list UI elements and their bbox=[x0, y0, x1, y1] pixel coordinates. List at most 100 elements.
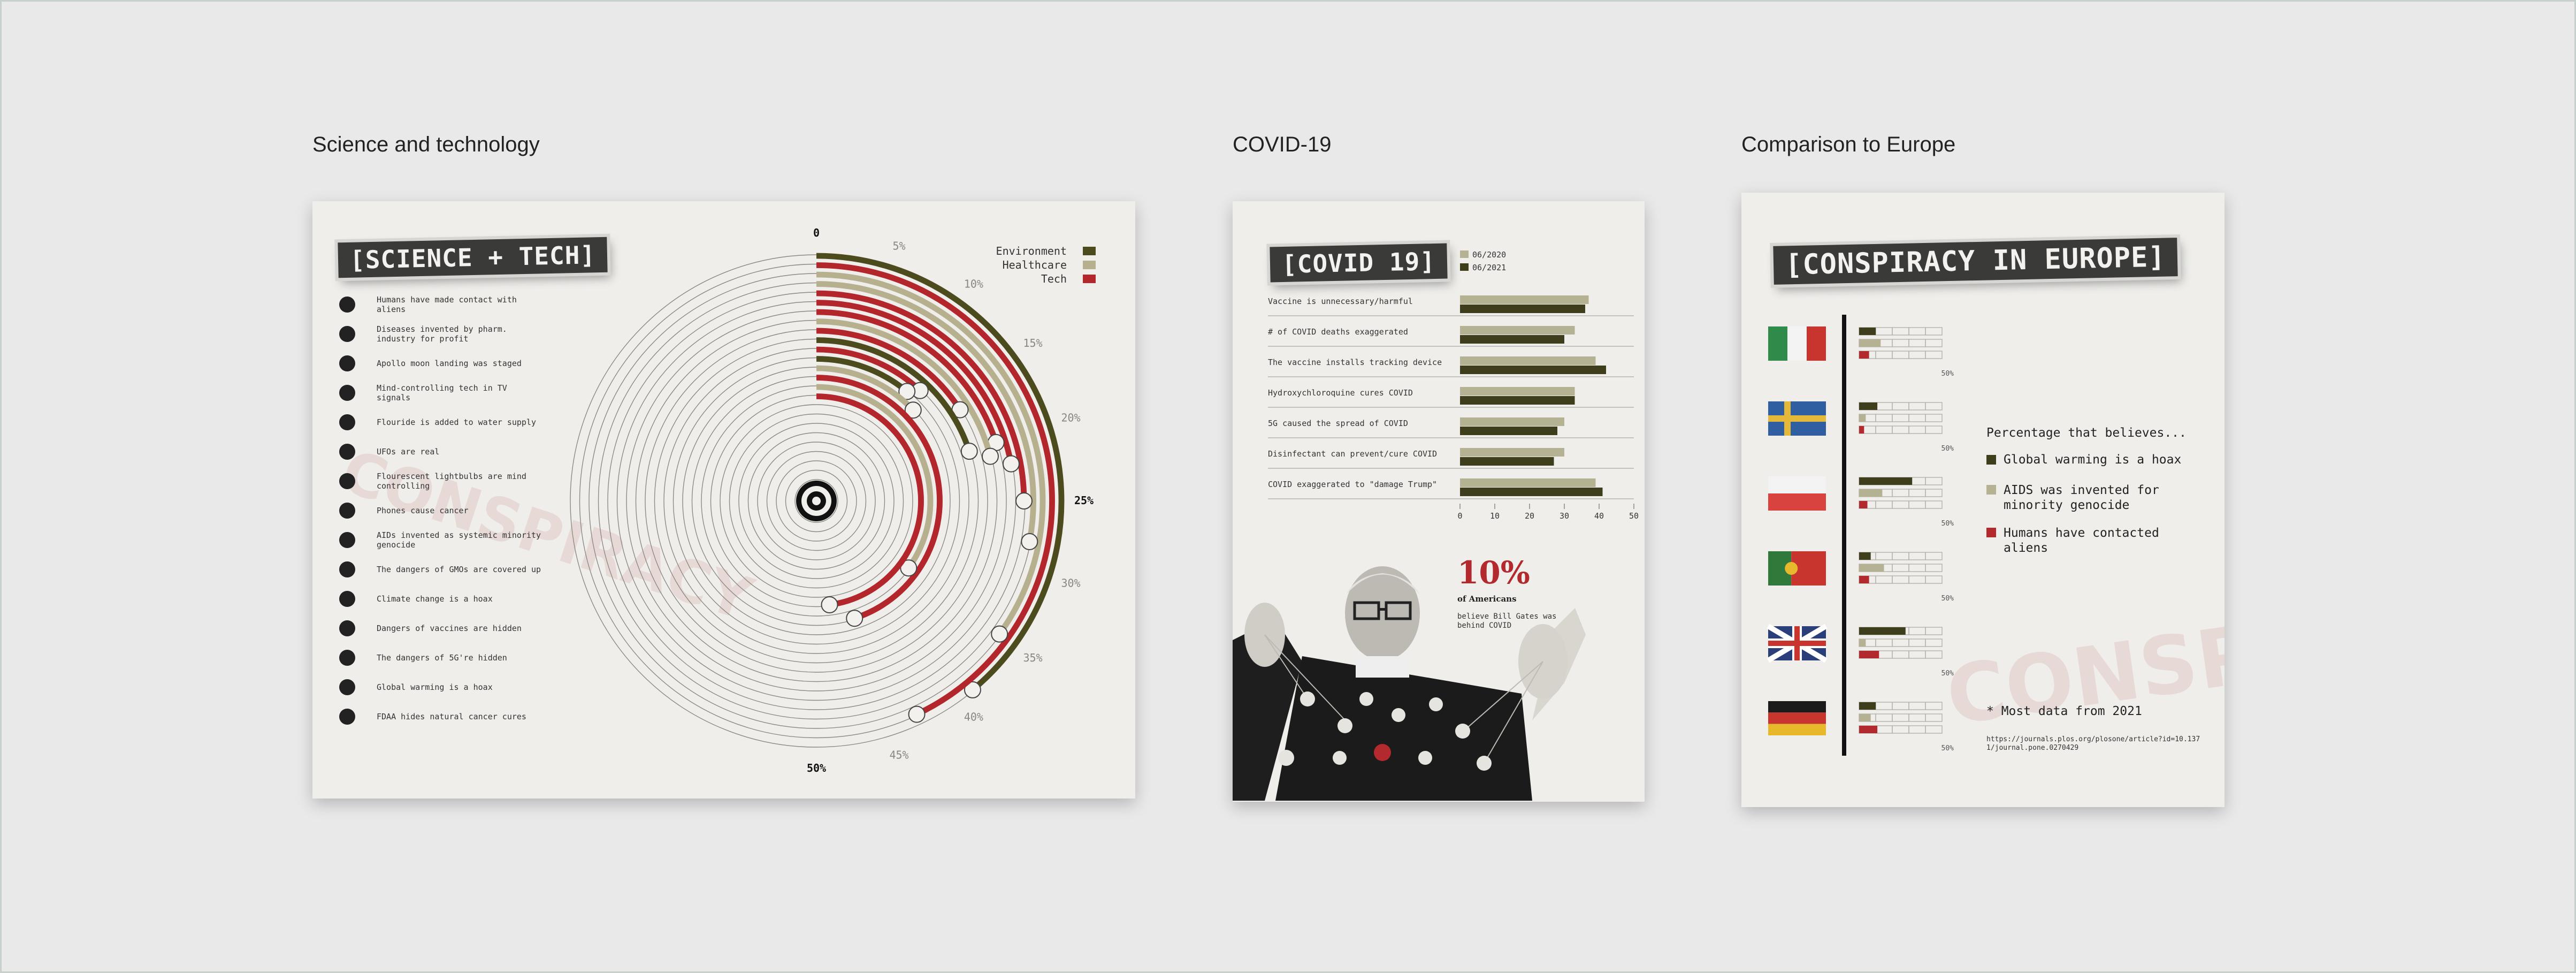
radial-bar bbox=[816, 365, 915, 412]
scale-cell bbox=[1875, 575, 1893, 584]
flag-portugal bbox=[1768, 551, 1826, 586]
ring bbox=[785, 469, 848, 533]
radial-bar bbox=[816, 393, 924, 608]
scale-cell bbox=[1908, 425, 1926, 434]
legend-label: Humans have contacted aliens bbox=[2004, 526, 2159, 555]
scale-cell bbox=[1908, 339, 1926, 347]
bar-end-icon bbox=[904, 401, 922, 419]
footnote: * Most data from 2021 bbox=[1986, 704, 2142, 718]
legend-item: Flourescent lightbulbs are mind controll… bbox=[339, 466, 542, 496]
scale-cell bbox=[1908, 414, 1926, 422]
scale-cell bbox=[1892, 327, 1909, 336]
chart-legend-swatch bbox=[1083, 261, 1096, 269]
flag-stripe bbox=[1768, 712, 1826, 724]
source-url: https://journals.plos.org/plosone/articl… bbox=[1986, 735, 2200, 752]
legend-item-text: The dangers of 5G're hidden bbox=[377, 652, 507, 663]
legend-title: Percentage that believes... bbox=[1986, 426, 2187, 440]
category-label: Hydroxychloroquine cures COVID bbox=[1268, 388, 1413, 398]
tick-label: 35% bbox=[1023, 651, 1042, 664]
x-tick-label: 50 bbox=[1629, 511, 1639, 521]
brain-icon bbox=[339, 384, 355, 401]
covid-bar bbox=[1460, 488, 1603, 496]
scale-cell bbox=[1875, 725, 1893, 734]
flag-sweden bbox=[1768, 401, 1826, 436]
legend-label: AIDS was invented for minority genocide bbox=[2004, 483, 2159, 512]
bar-row bbox=[1859, 552, 1943, 560]
scale-cell bbox=[1908, 638, 1926, 647]
x-tick-label: 20 bbox=[1525, 511, 1534, 521]
radial-chart: 0 5% 10% 15% 20% 25% 30% 35% 40% 45% 50% Environmen… bbox=[570, 226, 1096, 774]
scale-label: 50% bbox=[1941, 520, 1954, 528]
covid-bar bbox=[1460, 356, 1596, 365]
legend-item-text: Flouride is added to water supply bbox=[377, 417, 537, 427]
flag-stripe bbox=[1807, 326, 1826, 361]
section-title-science: Science and technology bbox=[312, 133, 540, 156]
thermometer-icon bbox=[339, 590, 355, 607]
lightbulb-icon bbox=[339, 473, 355, 489]
flag-italy bbox=[1768, 326, 1826, 361]
scale-cell bbox=[1925, 564, 1943, 572]
europe-bar bbox=[1859, 639, 1866, 647]
scale-cell bbox=[1925, 725, 1943, 734]
radial-bar bbox=[816, 253, 1065, 693]
scale-cell bbox=[1892, 650, 1909, 659]
scale-cell bbox=[1925, 713, 1943, 722]
scale-cell bbox=[1892, 414, 1909, 422]
legend-item-text: Apollo moon landing was staged bbox=[377, 358, 522, 368]
covid-bar bbox=[1460, 396, 1575, 405]
radial-bar bbox=[816, 346, 922, 393]
category-label: COVID exaggerated to "damage Trump" bbox=[1268, 480, 1437, 489]
scale-cell bbox=[1925, 425, 1943, 434]
legend-item: Diseases invented by pharm. industry for… bbox=[339, 319, 542, 348]
bar-row bbox=[1859, 702, 1943, 710]
legend-item: Flouride is added to water supply bbox=[339, 407, 542, 437]
legend-item: AIDS was invented for minority genocide bbox=[1986, 483, 2190, 526]
legend-label: 06/2021 bbox=[1472, 263, 1506, 272]
scale-cell bbox=[1875, 713, 1893, 722]
covid-bar bbox=[1460, 305, 1585, 313]
scale-label: 50% bbox=[1941, 595, 1954, 603]
scale-cell bbox=[1925, 552, 1943, 560]
flag-stripe bbox=[1768, 326, 1787, 361]
covid-bar bbox=[1460, 326, 1575, 335]
target-ring bbox=[812, 497, 821, 505]
scale-cell bbox=[1892, 702, 1909, 710]
water-drop-icon bbox=[339, 414, 355, 430]
chart-legend-label: Tech bbox=[1041, 272, 1067, 285]
scale-cell bbox=[1875, 425, 1893, 434]
alien-icon bbox=[339, 296, 355, 313]
legend-item: Climate change is a hoax bbox=[339, 584, 542, 613]
legend-item-text: Dangers of vaccines are hidden bbox=[377, 623, 522, 633]
europe-bar bbox=[1859, 426, 1864, 434]
legend-item: Phones cause cancer bbox=[339, 496, 542, 525]
bar-row bbox=[1859, 327, 1943, 336]
bar-row bbox=[1859, 638, 1943, 647]
legend-item-text: Mind-controlling tech in TV signals bbox=[377, 383, 507, 402]
bar-end-icon bbox=[1015, 492, 1033, 510]
radial-bar bbox=[816, 337, 972, 452]
radial-bar bbox=[816, 300, 1014, 465]
ring bbox=[776, 460, 857, 542]
scale-cell bbox=[1892, 351, 1909, 359]
legend-item-text: Phones cause cancer bbox=[377, 505, 469, 515]
scale-cell bbox=[1908, 575, 1926, 584]
legend-item-text: The dangers of GMOs are covered up bbox=[377, 564, 541, 574]
legend-label: Global warming is a hoax bbox=[2004, 453, 2182, 467]
covid-card: [COVID 19] 06/2020 06/2021 Vaccine is unne… bbox=[1233, 201, 1645, 802]
chart-legend-label: Environment bbox=[996, 245, 1067, 257]
scale-cell bbox=[1925, 650, 1943, 659]
stat-subtitle: of Americans bbox=[1457, 594, 1517, 604]
tick-label: 25% bbox=[1074, 494, 1094, 507]
radial-bar bbox=[816, 262, 1055, 717]
legend-item: The dangers of GMOs are covered up bbox=[339, 554, 542, 584]
europe-bar bbox=[1859, 564, 1884, 572]
bar-end-icon bbox=[960, 443, 978, 460]
divider-line bbox=[1842, 315, 1846, 756]
scale-label: 50% bbox=[1941, 370, 1954, 378]
legend-item: Humans have made contact with aliens bbox=[339, 290, 542, 319]
bar-end-icon bbox=[900, 559, 918, 577]
bar-row bbox=[1859, 339, 1943, 347]
legend-item: AIDs invented as systemic minority genoc… bbox=[339, 525, 542, 554]
scale-cell bbox=[1875, 414, 1893, 422]
